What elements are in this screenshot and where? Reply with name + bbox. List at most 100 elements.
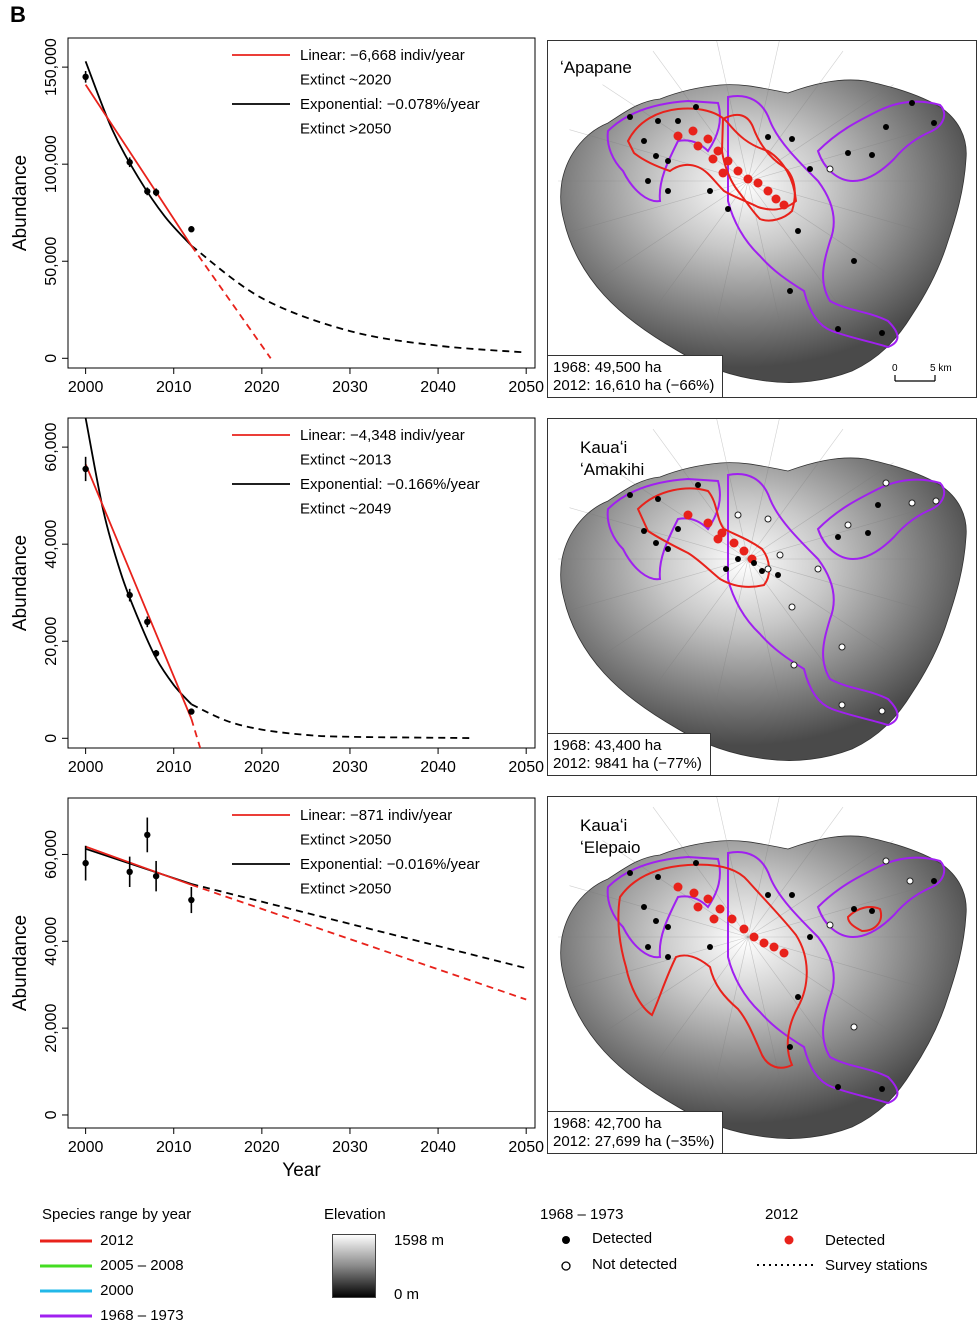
ridge-line xyxy=(747,558,927,611)
ridge-line xyxy=(569,558,749,611)
ridge-line xyxy=(652,428,749,560)
y-tick-label: 40,000 xyxy=(43,917,60,966)
plot-area xyxy=(82,60,527,359)
ridge-line xyxy=(747,797,780,938)
elevation-min: 0 m xyxy=(394,1286,420,1303)
detected-2012-dot xyxy=(693,141,703,151)
legend-label: Extinct >2050 xyxy=(300,832,391,849)
legend-range: Species range by year 2012 2005 – 2008 2… xyxy=(40,1206,300,1334)
detected-1968-dot xyxy=(641,528,647,534)
x-tick-label: 2010 xyxy=(156,379,192,396)
not-detected-1968-dot xyxy=(764,565,772,573)
chart-amakihi: 2000 2010 2020 2030 2040 2050 0 20,000 40,000 60,… xyxy=(10,417,544,776)
not-detected-1968-dot xyxy=(882,857,890,865)
ridge-line xyxy=(714,936,749,1085)
detected-1968-dot xyxy=(725,206,731,212)
ridge-line xyxy=(602,558,749,656)
detected-1968-dot xyxy=(787,1044,793,1050)
ridge-line xyxy=(747,936,844,1068)
y-tick-label: 0 xyxy=(43,734,60,743)
detected-1968-dot xyxy=(875,502,881,508)
ridge-line xyxy=(747,428,844,560)
detected-1968-dot xyxy=(795,994,801,1000)
line-swatch xyxy=(40,1314,92,1318)
data-point xyxy=(188,226,195,233)
x-tick-label: 2030 xyxy=(332,1139,368,1156)
not-detected-1968-dot xyxy=(734,511,742,519)
detected-2012-dot xyxy=(683,510,693,520)
species-line1: Kauaʻi xyxy=(580,816,628,835)
elevation-ramp xyxy=(332,1234,376,1298)
map-elepaio: Kauaʻi ʻElepaio 1968: 42,700 ha 2012: 27… xyxy=(547,796,977,1154)
detected-1968-dot xyxy=(655,118,661,124)
detected-1968-dot xyxy=(835,534,841,540)
detected-1968-dot xyxy=(665,924,671,930)
not-detected-1968-dot xyxy=(838,701,846,709)
detected-2012-dot xyxy=(771,194,781,204)
x-tick-label: 2020 xyxy=(244,759,280,776)
map-amakihi: Kauaʻi ʻAmakihi 1968: 43,400 ha 2012: 98… xyxy=(547,418,977,776)
data-point xyxy=(82,73,89,81)
island-shape xyxy=(560,457,967,761)
x-tick-label: 2020 xyxy=(244,379,280,396)
area-2012: 2012: 27,699 ha (−35%) xyxy=(553,1133,715,1150)
range-1968-outline xyxy=(816,478,946,561)
ridge-line xyxy=(747,936,782,1085)
detected-1968-dot xyxy=(765,892,771,898)
ridge-line xyxy=(569,180,749,233)
not-detected-1968-dot xyxy=(814,565,822,573)
not-detected-1968-dot xyxy=(764,515,772,523)
x-tick-label: 2020 xyxy=(244,1139,280,1156)
exp-fit-line xyxy=(84,418,193,705)
data-point xyxy=(126,868,133,876)
x-tick-label: 2010 xyxy=(156,1139,192,1156)
legend-label: Extinct ~2013 xyxy=(300,452,391,469)
detected-2012-dot xyxy=(733,166,743,176)
detected-dot-icon xyxy=(562,1236,570,1244)
legend-label: Linear: −6,668 indiv/year xyxy=(300,47,465,64)
map-species-label: Kauaʻi ʻAmakihi xyxy=(580,437,644,481)
ridge-line xyxy=(747,180,927,233)
x-tick-label: 2040 xyxy=(420,379,456,396)
legend-survey-2012: 2012 Detected Survey stations xyxy=(755,1206,970,1286)
ridge-line xyxy=(747,419,780,560)
x-tick-label: 2050 xyxy=(508,1139,544,1156)
legend-range-label: 2000 xyxy=(100,1282,134,1299)
not-detected-1968-dot xyxy=(932,497,940,505)
elevation-max: 1598 m xyxy=(394,1232,445,1249)
area-2012: 2012: 16,610 ha (−66%) xyxy=(553,377,715,394)
detected-1968-dot xyxy=(707,188,713,194)
legend-range-label: 1968 – 1973 xyxy=(100,1307,184,1324)
data-point xyxy=(126,591,133,599)
exp-projection-line xyxy=(191,883,527,970)
detected-1968-dot xyxy=(765,134,771,140)
detected-1968-dot xyxy=(775,572,781,578)
ridge-line xyxy=(747,41,780,182)
y-tick-label: 20,000 xyxy=(43,617,60,666)
data-point xyxy=(152,872,160,880)
species-line2: ʻElepaio xyxy=(580,838,641,857)
linear-projection-line xyxy=(190,718,202,748)
map-area-box: 1968: 42,700 ha 2012: 27,699 ha (−35%) xyxy=(548,1111,724,1153)
line-swatch xyxy=(40,1289,92,1293)
detected-2012-dot xyxy=(749,932,759,942)
chart-elepaio: 2000 2010 2020 2030 2040 2050 0 20,000 40,000 60,… xyxy=(10,797,544,1181)
data-point xyxy=(144,831,151,839)
x-tick-label: 2000 xyxy=(68,1139,104,1156)
detected-red-dot-icon xyxy=(784,1235,794,1245)
not-detected-1968-dot xyxy=(838,643,846,651)
area-1968: 1968: 42,700 ha xyxy=(553,1115,662,1132)
legend-range-label: 2005 – 2008 xyxy=(100,1257,184,1274)
ridge-line xyxy=(747,129,927,182)
line-swatch xyxy=(40,1264,92,1268)
detected-1968-dot xyxy=(695,482,701,488)
data-point xyxy=(188,896,195,904)
detected-1968-dot xyxy=(675,118,681,124)
detected-2012-dot xyxy=(718,168,728,178)
linear-fit-line xyxy=(84,84,193,247)
ridge-line xyxy=(747,50,844,182)
detected-1968-dot xyxy=(879,330,885,336)
detected-1968-dot xyxy=(655,874,661,880)
detected-2012-dot xyxy=(673,882,683,892)
species-line2: ʻAmakihi xyxy=(580,460,645,479)
